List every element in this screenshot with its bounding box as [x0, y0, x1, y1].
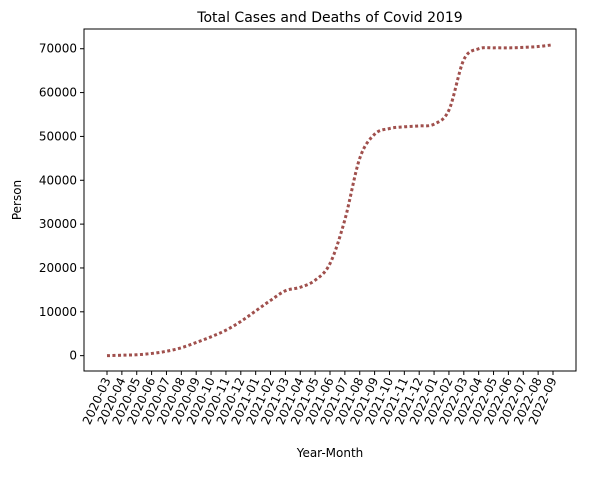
y-tick-label: 50000 [39, 129, 77, 143]
y-tick-label: 70000 [39, 42, 77, 56]
x-axis-label: Year-Month [296, 446, 364, 460]
y-tick-label: 20000 [39, 261, 77, 275]
y-axis-label: Person [10, 180, 24, 220]
y-axis-ticks: 0 10000 20000 30000 40000 50000 60000 70000 [39, 42, 84, 363]
y-tick-label: 0 [69, 349, 77, 363]
y-tick-label: 30000 [39, 217, 77, 231]
y-tick-label: 60000 [39, 86, 77, 100]
chart-title: Total Cases and Deaths of Covid 2019 [196, 10, 462, 26]
y-tick-label: 10000 [39, 305, 77, 319]
y-tick-label: 40000 [39, 173, 77, 187]
plot-area [106, 43, 554, 358]
series-line [106, 43, 554, 358]
